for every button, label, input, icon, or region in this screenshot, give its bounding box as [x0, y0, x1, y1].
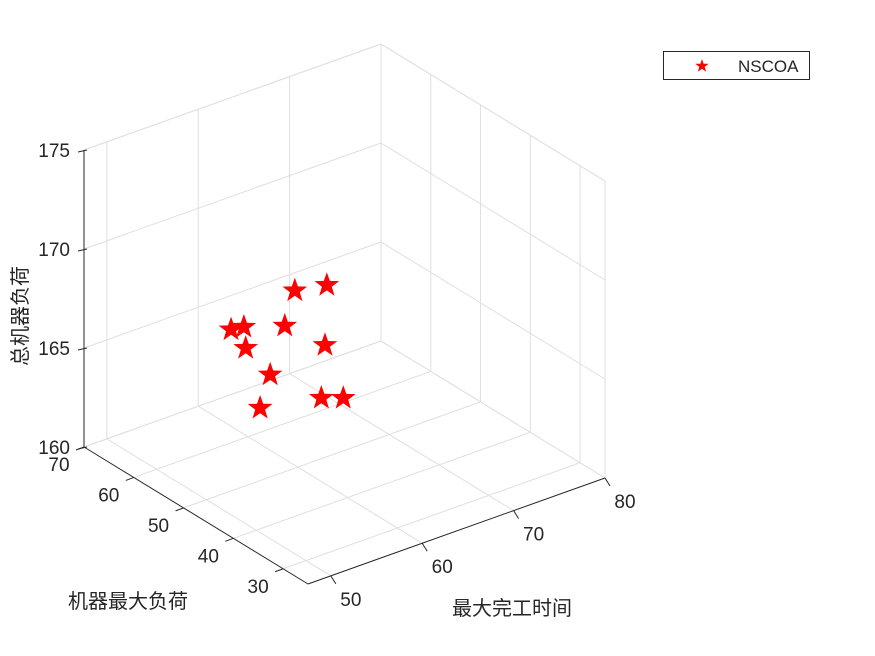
y-tick-label: 60 [98, 485, 119, 506]
grid-line-z-side [380, 142, 606, 281]
axes [75, 149, 611, 585]
z-tick-label: 170 [38, 240, 70, 261]
grid-line-z-wall [83, 142, 382, 250]
z-tick-label: 165 [38, 339, 70, 360]
data-point-star [309, 385, 334, 409]
data-point-star [272, 312, 298, 337]
grid-lines [83, 43, 606, 577]
data-point-star [247, 395, 273, 419]
data-point-star [314, 272, 340, 296]
y-axis-line [83, 446, 309, 585]
x-tick-label: 80 [614, 492, 635, 513]
data-point-star [257, 361, 283, 386]
x-axis-label: 最大完工时间 [452, 596, 572, 620]
data-point-star [312, 332, 338, 356]
z-axis-label: 总机器负荷 [8, 266, 32, 366]
x-tick-label: 50 [340, 590, 361, 611]
legend-label: NSCOA [738, 57, 799, 76]
grid-line-z-side [380, 340, 606, 479]
y-tick [274, 568, 284, 573]
y-tick-label: 70 [48, 455, 69, 476]
box-edge [83, 43, 382, 151]
y-tick [175, 507, 184, 512]
box-edge [380, 43, 606, 182]
z-tick-label: 175 [38, 141, 70, 162]
grid-line-x-floor [197, 405, 423, 544]
grid-line-z-side [380, 241, 606, 380]
x-tick-label: 60 [432, 557, 453, 578]
grid-line-y-floor [133, 370, 431, 478]
z-tick [77, 248, 88, 252]
x-tick [421, 542, 428, 552]
legend-box [663, 51, 810, 80]
y-tick [125, 476, 134, 481]
data-point-star [231, 314, 257, 338]
data-points [218, 272, 356, 419]
x-tick [330, 575, 337, 585]
z-tick [77, 149, 88, 153]
data-point-star [282, 277, 308, 302]
grid-line-z-wall [83, 241, 382, 349]
z-tick [77, 446, 88, 450]
grid-line-y-floor [282, 462, 581, 570]
grid-line-y-floor [183, 401, 481, 509]
y-axis-label: 机器最大负荷 [68, 589, 188, 613]
x-axis-line [307, 477, 606, 585]
x-tick [604, 477, 611, 487]
data-point-star [218, 316, 244, 341]
grid-line-y-floor [233, 431, 531, 539]
data-point-star [330, 385, 356, 409]
grid-line-x-floor [106, 438, 332, 577]
legend[interactable]: NSCOA [663, 51, 810, 80]
z-tick-label: 160 [38, 438, 70, 459]
y-tick [225, 537, 234, 542]
y-tick-label: 30 [248, 577, 269, 598]
y-tick-label: 40 [198, 546, 219, 567]
x-tick [513, 510, 520, 519]
grid-line-z-wall [83, 340, 382, 448]
data-point-star [233, 335, 259, 359]
legend-star-marker [695, 59, 709, 72]
z-tick [77, 347, 88, 351]
x-tick-label: 70 [523, 525, 544, 546]
y-tick-label: 50 [148, 516, 169, 537]
